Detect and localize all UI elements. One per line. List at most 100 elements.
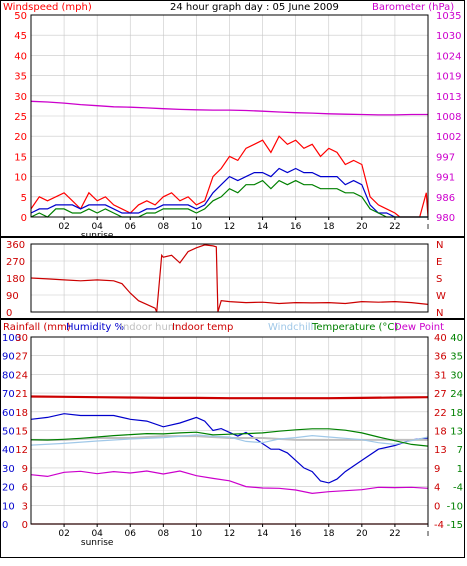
direction-tick-label: 90: [6, 291, 19, 302]
humidity-tick-label: 60: [2, 408, 15, 419]
dew_point-line: [30, 470, 429, 495]
panel2-frame: [0, 237, 465, 319]
temperature-tick-label: 1: [457, 464, 463, 475]
indoor-temp-tick-label: 40: [434, 333, 447, 344]
temperature-tick-label: -15: [447, 520, 463, 531]
indoor-temp-tick-label: 13: [434, 445, 447, 456]
barometer-tick-label: 1008: [436, 112, 461, 123]
indoor-temp-tick-label: 36: [434, 352, 447, 363]
barometer-tick-label: 980: [436, 213, 455, 224]
temperature-tick-label: 40: [450, 333, 463, 344]
barometer-tick-label: 1013: [436, 92, 461, 103]
wind-x-tick-label: 02: [58, 222, 69, 232]
legend-dew-point: Dew Point: [394, 322, 444, 333]
temp-x-tick-label: 04: [91, 529, 103, 539]
barometer-tick-label: 1019: [436, 72, 461, 83]
indoor-temp-tick-label: -4: [434, 520, 444, 531]
wind-x-sunrise-label: sunrise: [81, 231, 114, 241]
compass-letter: S: [436, 274, 442, 285]
indoor-temp-tick-label: 22: [434, 408, 447, 419]
humidity-tick-label: 70: [2, 389, 15, 400]
temp-x-sunrise-label: sunrise: [81, 538, 114, 548]
direction-line: [30, 244, 429, 313]
wind-x-tick-label: 18: [323, 222, 335, 232]
indoor_temp-line: [30, 395, 429, 400]
wind-x-tick-label: 04: [91, 222, 103, 232]
legend-windchill: Windchill: [268, 322, 313, 333]
windspeed-axis-label: Windspeed (mph): [3, 2, 92, 13]
humidity-tick-label: 90: [2, 352, 15, 363]
compass-letter: W: [436, 291, 446, 302]
rainfall-tick-label: 9: [22, 464, 28, 475]
direction-tick-label: 180: [6, 274, 25, 285]
compass-letter: N: [436, 240, 443, 251]
indoor-temp-tick-label: 27: [434, 389, 447, 400]
rainfall-tick-label: 18: [15, 408, 28, 419]
barometer-line: [30, 100, 428, 116]
wind-x-tick-label: 14: [257, 222, 269, 232]
windchill-line: [30, 434, 429, 446]
temperature-tick-label: 18: [450, 408, 463, 419]
temperature-tick-label: -4: [453, 483, 463, 494]
temp-x-tick-label: 18: [323, 529, 335, 539]
gust-line: [30, 135, 429, 218]
temperature-line: [30, 428, 429, 447]
indoor-temp-tick-label: 31: [434, 370, 447, 381]
temperature-tick-label: 35: [450, 352, 463, 363]
direction-tick-label: 360: [6, 240, 25, 251]
humidity-tick-label: 30: [2, 464, 15, 475]
humidity-tick-label: 0: [2, 520, 8, 531]
direction-tick-label: 270: [6, 257, 25, 268]
windspeed-tick-label: 50: [14, 11, 27, 22]
wind-line: [30, 179, 428, 218]
indoor-temp-tick-label: 9: [434, 464, 440, 475]
wind-x-tick-label: 16: [290, 222, 302, 232]
legend-humidity: Humidity %: [66, 322, 124, 333]
temp-x-tick-label: 16: [290, 529, 302, 539]
legend-temperature: Temperature (°C): [311, 322, 398, 333]
barometer-tick-label: 997: [436, 152, 455, 163]
humidity-line: [30, 413, 429, 484]
windspeed-tick-label: 25: [14, 112, 27, 123]
compass-letter: N: [436, 308, 443, 319]
temperature-tick-label: 24: [450, 389, 463, 400]
wind-x-tick-label: 06: [125, 222, 137, 232]
temp-x-tick-label: 10: [191, 529, 203, 539]
temperature-tick-label: 7: [457, 445, 463, 456]
avg-line: [30, 167, 428, 218]
temp-x-tick-label: 14: [257, 529, 269, 539]
barometer-axis-label: Barometer (hPa): [372, 2, 454, 13]
humidity-tick-label: 100: [2, 333, 21, 344]
temp-x-tick-label: 06: [125, 529, 137, 539]
windspeed-tick-label: 15: [14, 152, 27, 163]
humidity-tick-label: 10: [2, 501, 15, 512]
panel3-frame: [0, 319, 465, 558]
wind-x-tick-label: 12: [224, 222, 235, 232]
wind-x-tick-label: 22: [389, 222, 400, 232]
windspeed-tick-label: 20: [14, 132, 27, 143]
barometer-tick-label: 986: [436, 193, 455, 204]
temperature-tick-label: -10: [447, 501, 463, 512]
legend-rainfall: Rainfall (mm): [3, 322, 71, 333]
direction-tick-label: 0: [6, 308, 12, 319]
wind-x-tick-label: 10: [191, 222, 203, 232]
humidity-tick-label: 50: [2, 427, 15, 438]
windspeed-tick-label: 35: [14, 72, 27, 83]
temp-x-tick-label: 12: [224, 529, 235, 539]
rainfall-tick-label: 3: [22, 501, 28, 512]
rainfall-tick-label: 24: [15, 370, 28, 381]
rainfall-tick-label: 27: [15, 352, 28, 363]
temp-x-tick-label: 20: [356, 529, 368, 539]
indoor-temp-tick-label: 4: [434, 483, 440, 494]
rainfall-tick-label: 12: [15, 445, 28, 456]
windspeed-tick-label: 5: [21, 193, 27, 204]
temp-x-tick-label: 22: [389, 529, 400, 539]
rainfall-tick-label: 0: [22, 520, 28, 531]
windspeed-tick-label: 40: [14, 51, 27, 62]
temperature-tick-label: 30: [450, 370, 463, 381]
temperature-tick-label: 13: [450, 427, 463, 438]
temp-x-tick-label: 02: [58, 529, 69, 539]
wind-x-tick-label: 20: [356, 222, 368, 232]
barometer-tick-label: 991: [436, 173, 455, 184]
